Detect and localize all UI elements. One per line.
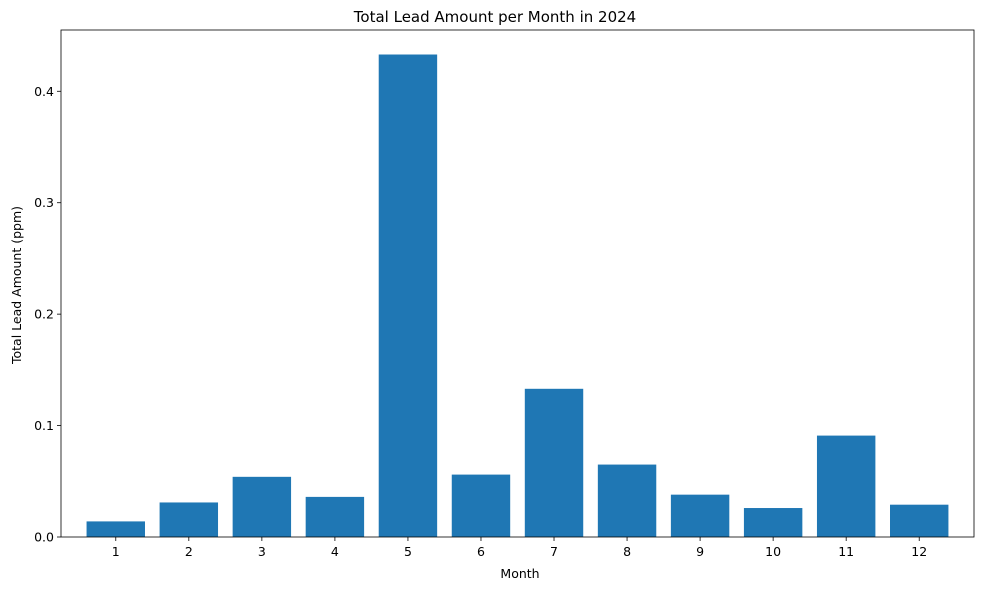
bar-month-2 bbox=[159, 502, 219, 537]
y-tick-label: 0.4 bbox=[34, 84, 54, 99]
x-tick-label: 5 bbox=[404, 544, 412, 559]
bar-month-5 bbox=[378, 54, 438, 537]
bar-month-6 bbox=[451, 474, 511, 537]
x-tick-label: 2 bbox=[185, 544, 193, 559]
x-tick-label: 1 bbox=[112, 544, 120, 559]
y-tick-label: 0.3 bbox=[34, 195, 54, 210]
bar-month-12 bbox=[890, 504, 949, 537]
bar-month-3 bbox=[232, 476, 292, 537]
x-tick-label: 3 bbox=[258, 544, 266, 559]
bar-month-11 bbox=[816, 435, 876, 537]
plot-frame bbox=[60, 29, 975, 538]
y-tick-label: 0.0 bbox=[34, 530, 54, 545]
x-tick-label: 12 bbox=[911, 544, 927, 559]
x-tick-label: 4 bbox=[331, 544, 339, 559]
x-tick-label: 8 bbox=[623, 544, 631, 559]
bar-month-9 bbox=[670, 494, 730, 537]
x-tick-label: 10 bbox=[765, 544, 781, 559]
y-axis-label: Total Lead Amount (ppm) bbox=[9, 206, 24, 365]
x-tick-label: 11 bbox=[838, 544, 854, 559]
plot-area: 1 2 3 4 5 6 7 8 9 10 11 120.00.10.20.30.4 bbox=[34, 29, 975, 559]
x-tick-label: 6 bbox=[477, 544, 485, 559]
chart-title: Total Lead Amount per Month in 2024 bbox=[353, 8, 636, 26]
y-tick-label: 0.2 bbox=[34, 307, 54, 322]
bar-month-8 bbox=[597, 464, 657, 537]
bar-month-1 bbox=[86, 521, 145, 537]
bar-month-10 bbox=[743, 508, 803, 537]
y-tick-label: 0.1 bbox=[34, 418, 54, 433]
x-axis-label: Month bbox=[500, 566, 539, 581]
x-tick-label: 9 bbox=[696, 544, 704, 559]
bar-month-4 bbox=[305, 496, 365, 537]
x-tick-label: 7 bbox=[550, 544, 558, 559]
bar-month-7 bbox=[524, 388, 584, 537]
